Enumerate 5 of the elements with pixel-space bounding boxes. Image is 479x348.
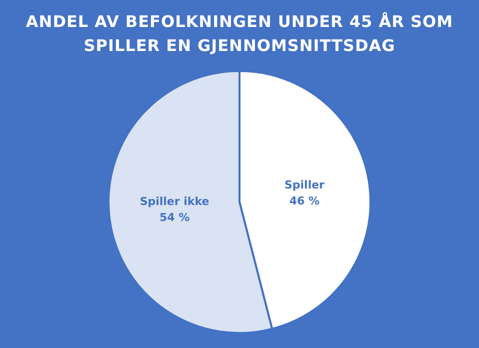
- data-label: 46 %: [289, 194, 320, 208]
- data-label: 54 %: [159, 211, 190, 224]
- chart-title: ANDEL AV BEFOLKNINGEN UNDER 45 ÅR SOM SPILLER EN GJENNOMSNITTSDAG: [24, 11, 454, 57]
- slice-label: Spiller: [284, 178, 326, 192]
- slice-label: Spiller ikke: [140, 195, 210, 208]
